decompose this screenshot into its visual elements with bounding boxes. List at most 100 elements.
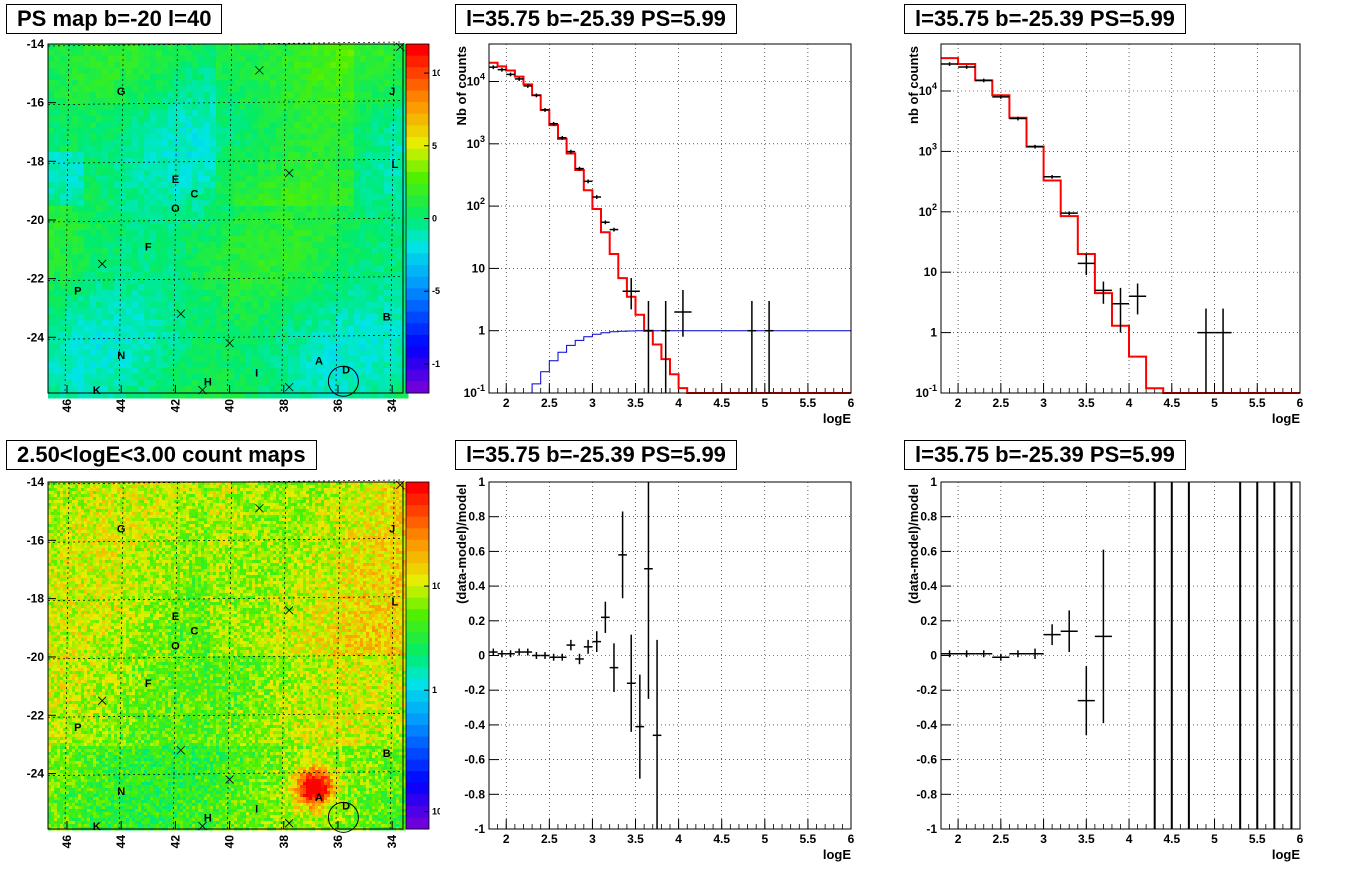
map-pixel	[270, 374, 277, 381]
map-pixel	[174, 104, 181, 111]
map-pixel	[186, 503, 190, 507]
map-pixel	[138, 56, 145, 63]
map-pixel	[366, 338, 373, 345]
map-pixel	[126, 170, 133, 177]
map-pixel	[156, 497, 160, 501]
map-pixel	[300, 74, 307, 81]
map-pixel	[144, 497, 148, 501]
map-pixel	[264, 308, 271, 315]
map-pixel	[90, 242, 97, 249]
map-pixel	[360, 503, 364, 507]
map-pixel	[78, 374, 85, 381]
map-pixel	[399, 488, 403, 492]
map-pixel	[162, 218, 169, 225]
colorbar-cell	[406, 265, 429, 277]
map-pixel	[210, 206, 217, 213]
map-pixel	[360, 194, 367, 201]
map-pixel	[318, 494, 322, 498]
map-pixel	[96, 98, 103, 105]
map-pixel	[312, 242, 319, 249]
map-pixel	[75, 488, 79, 492]
map-pixel	[351, 497, 355, 501]
map-pixel	[90, 326, 97, 333]
map-pixel	[270, 497, 274, 501]
map-pixel	[360, 302, 367, 309]
map-pixel	[360, 374, 367, 381]
map-pixel	[90, 485, 94, 489]
map-pixel	[315, 488, 319, 492]
map-pixel	[120, 296, 127, 303]
map-pixel	[276, 44, 283, 51]
map-pixel	[378, 164, 385, 171]
map-pixel	[234, 386, 241, 393]
map-pixel	[276, 152, 283, 159]
map-pixel	[102, 386, 109, 393]
map-pixel	[72, 194, 79, 201]
map-pixel	[60, 56, 67, 63]
map-pixel	[192, 218, 199, 225]
map-pixel	[186, 128, 193, 135]
map-pixel	[354, 278, 361, 285]
map-pixel	[357, 506, 361, 510]
map-pixel	[222, 362, 229, 369]
map-pixel	[108, 314, 115, 321]
map-pixel	[210, 92, 217, 99]
map-pixel	[102, 134, 109, 141]
map-pixel	[342, 206, 349, 213]
map-pixel	[258, 200, 265, 207]
map-pixel	[294, 98, 301, 105]
map-pixel	[228, 230, 235, 237]
map-pixel	[144, 494, 148, 498]
map-pixel	[120, 332, 127, 339]
map-pixel	[294, 74, 301, 81]
map-pixel	[210, 164, 217, 171]
map-pixel	[198, 503, 202, 507]
map-pixel	[48, 128, 55, 135]
map-pixel	[51, 509, 55, 513]
map-pixel	[294, 302, 301, 309]
map-pixel	[225, 488, 229, 492]
map-pixel	[342, 152, 349, 159]
map-pixel	[252, 488, 256, 492]
map-pixel	[360, 485, 364, 489]
map-pixel	[336, 212, 343, 219]
source-label: A	[315, 356, 323, 368]
map-pixel	[270, 488, 274, 492]
map-pixel	[291, 500, 295, 504]
map-pixel	[300, 302, 307, 309]
map-pixel	[240, 164, 247, 171]
map-pixel	[246, 206, 253, 213]
x-tick-label: 5.5	[800, 396, 817, 410]
map-pixel	[222, 110, 229, 117]
colorbar-cell	[406, 172, 429, 184]
map-pixel	[270, 104, 277, 111]
map-pixel	[210, 68, 217, 75]
map-pixel	[222, 494, 226, 498]
y-tick-label: 1	[478, 324, 485, 338]
map-pixel	[372, 278, 379, 285]
map-pixel	[222, 284, 229, 291]
map-pixel	[96, 254, 103, 261]
map-pixel	[48, 170, 55, 177]
map-pixel	[108, 302, 115, 309]
map-pixel	[222, 194, 229, 201]
map-pixel	[234, 44, 241, 51]
map-pixel	[378, 272, 385, 279]
map-pixel	[384, 302, 391, 309]
map-pixel	[138, 278, 145, 285]
map-pixel	[168, 320, 175, 327]
map-pixel	[210, 362, 217, 369]
map-pixel	[96, 110, 103, 117]
x-axis-title: logE	[823, 411, 851, 426]
map-pixel	[54, 386, 61, 393]
map-pixel	[360, 50, 367, 57]
map-pixel	[144, 500, 148, 504]
map-pixel	[156, 362, 163, 369]
map-pixel	[282, 506, 286, 510]
map-pixel	[123, 506, 127, 510]
map-pixel	[336, 338, 343, 345]
map-pixel	[363, 506, 367, 510]
map-pixel	[366, 500, 370, 504]
map-pixel	[381, 494, 385, 498]
map-pixel	[282, 500, 286, 504]
